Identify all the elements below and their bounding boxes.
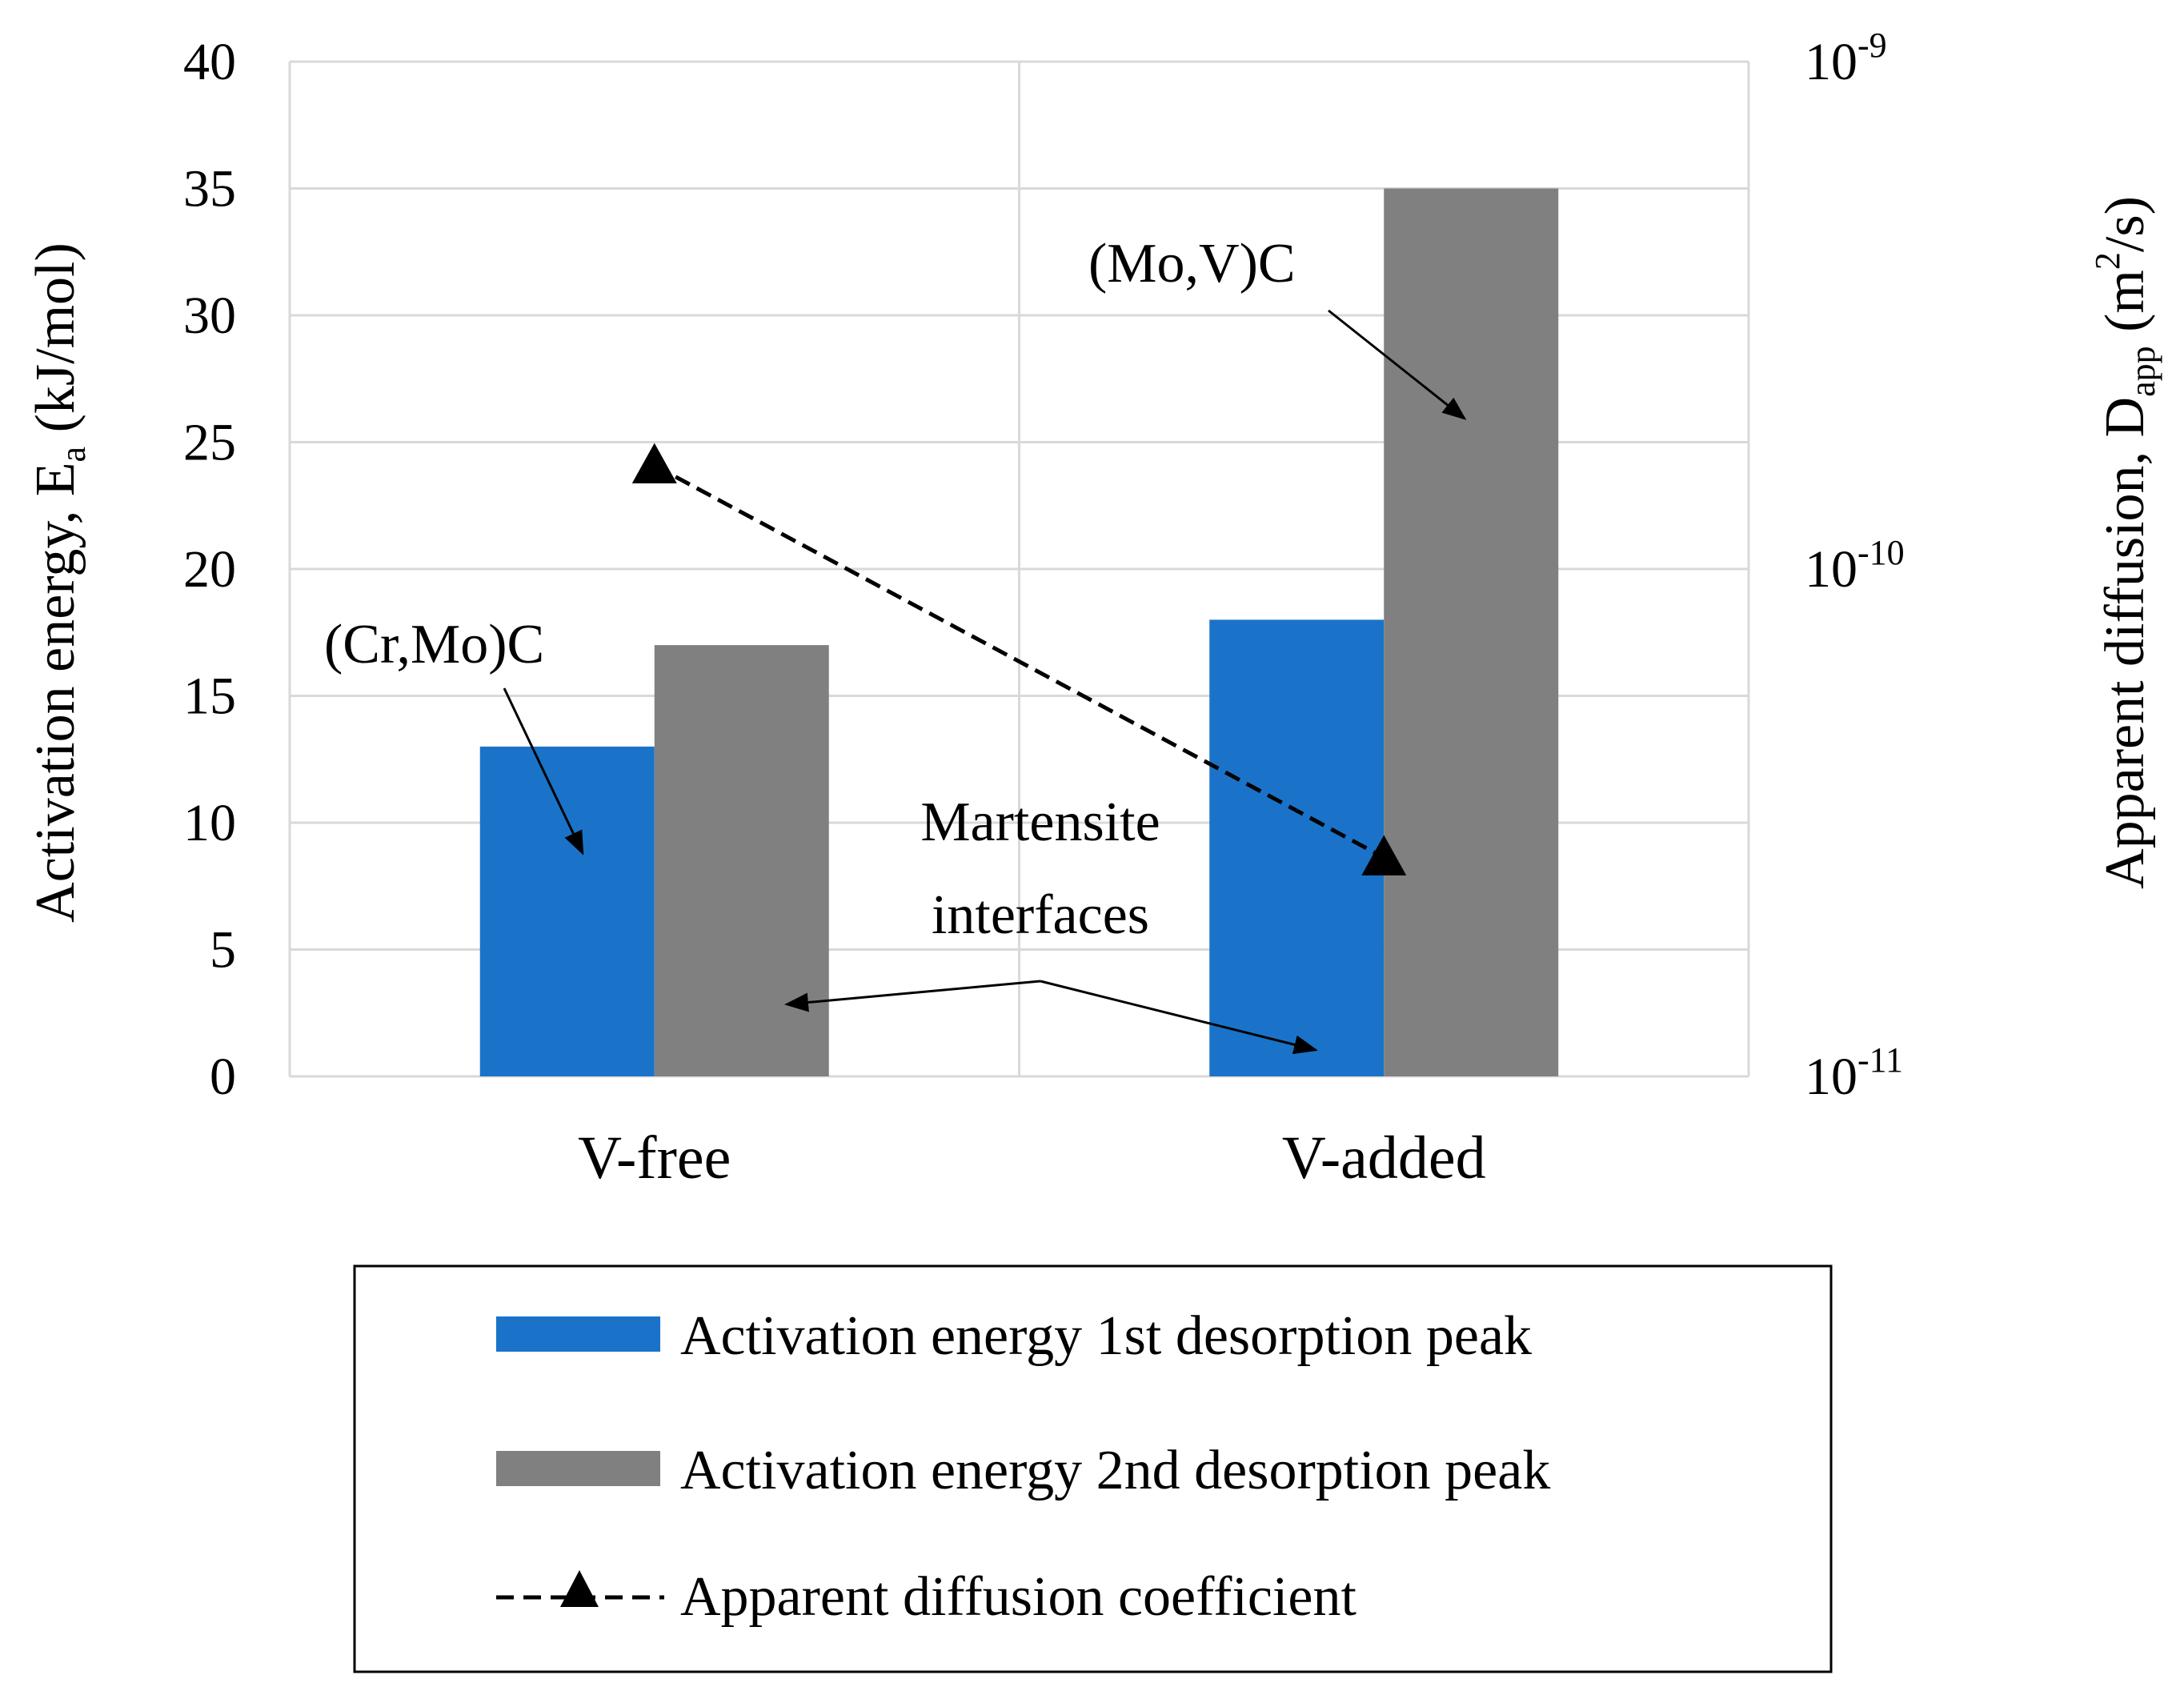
right-y-ticks: 10-11 10-10 10-9 — [1805, 26, 1905, 1106]
diffusion-marker-v-free — [631, 443, 677, 483]
y-tick-label-0: 0 — [210, 1048, 236, 1106]
y2-tick-label-0: 10-11 — [1805, 1040, 1903, 1106]
legend-label-series-2: Activation energy 2nd desorption peak — [680, 1440, 1550, 1501]
y2-tick-label-2: 10-9 — [1805, 26, 1887, 91]
y2-tick-label-1: 10-10 — [1805, 533, 1905, 599]
annotation-martensite-arrow-right — [1040, 980, 1318, 1055]
legend-triangle-marker-icon — [560, 1570, 599, 1607]
bar-series-1-v-free — [479, 746, 655, 1076]
annotation-martensite-arrow-left — [784, 980, 1041, 1012]
bars — [479, 188, 1559, 1076]
category-label-v-free: V-free — [578, 1124, 731, 1192]
annotation-mo-v-c: (Mo,V)C — [1088, 233, 1296, 295]
y-tick-label-3: 15 — [183, 667, 236, 726]
annotation-cr-mo-c-arrow — [503, 687, 584, 856]
annotation-cr-mo-c: (Cr,Mo)C — [324, 614, 544, 675]
y-tick-label-6: 30 — [183, 287, 236, 345]
annotation-martensite: Martensite — [920, 791, 1160, 853]
category-label-v-added: V-added — [1282, 1124, 1486, 1192]
legend-swatch-series-1 — [496, 1316, 660, 1352]
y-tick-label-4: 20 — [183, 540, 236, 599]
bar-series-1-v-added — [1209, 619, 1385, 1076]
bar-series-2-v-free — [654, 645, 829, 1076]
y-tick-label-7: 35 — [183, 160, 236, 218]
left-y-ticks: 0 5 10 15 20 25 30 35 40 — [183, 33, 236, 1106]
legend-label-line-series: Apparent diffusion coefficient — [680, 1566, 1356, 1628]
y-tick-label-5: 25 — [183, 414, 236, 472]
bar-series-2-v-added — [1384, 188, 1559, 1076]
diffusion-line — [653, 463, 1385, 860]
legend-swatch-series-2 — [496, 1451, 660, 1486]
diffusion-marker-v-added — [1361, 835, 1407, 876]
y-axis-title: Activation energy, Ea (kJ/mol) — [25, 242, 93, 923]
annotation-interfaces: interfaces — [932, 884, 1149, 946]
category-labels: V-free V-added — [578, 1124, 1486, 1192]
y-tick-label-2: 10 — [183, 794, 236, 852]
legend: Activation energy 1st desorption peak Ac… — [353, 1264, 1833, 1673]
annotation-mo-v-c-arrow — [1328, 309, 1467, 420]
y-tick-label-1: 5 — [210, 921, 236, 980]
legend-label-series-1: Activation energy 1st desorption peak — [680, 1305, 1532, 1367]
y-tick-label-8: 40 — [183, 33, 236, 91]
y2-axis-title: Apparent diffusion, Dapp (m2/s) — [2088, 196, 2162, 889]
diffusion-line-series — [631, 443, 1407, 876]
